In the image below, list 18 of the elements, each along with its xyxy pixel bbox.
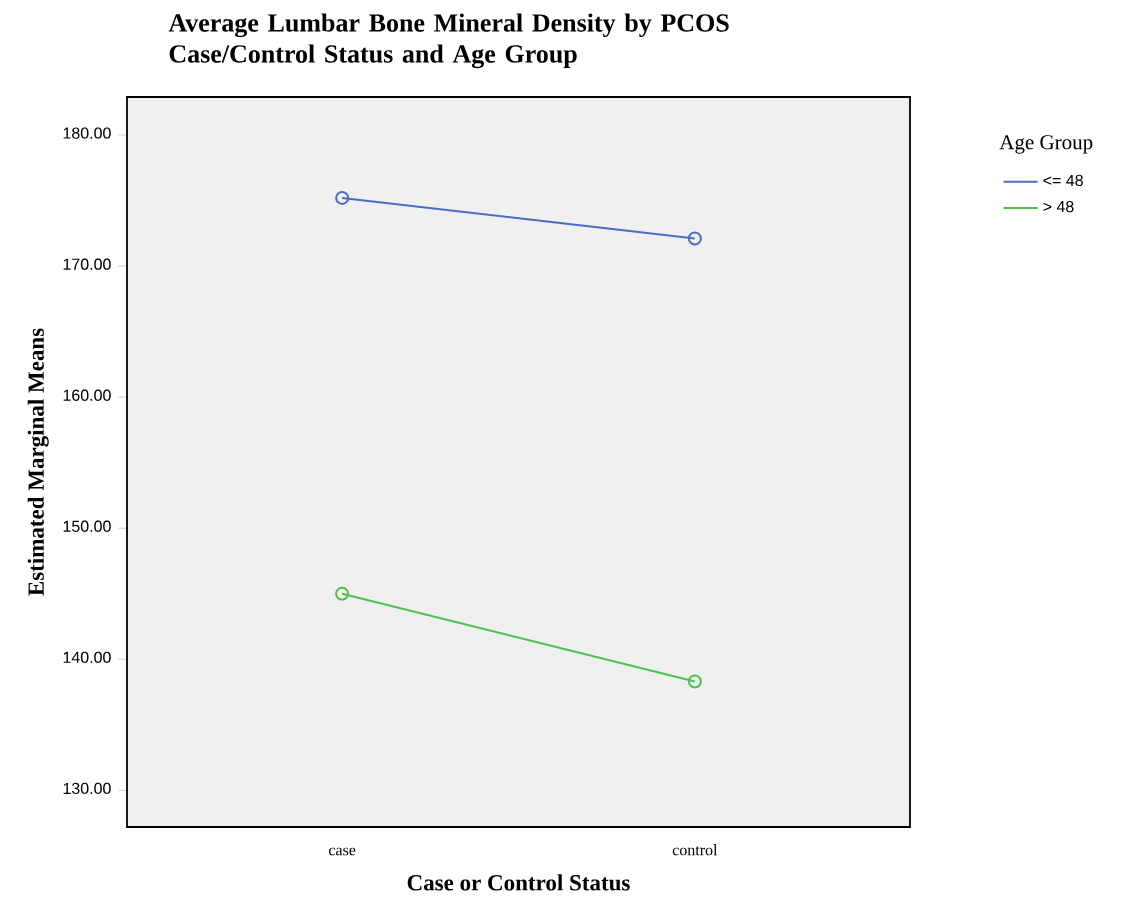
y-tick-label: 160.00 xyxy=(63,389,111,401)
x-axis-title: Case or Control Status xyxy=(407,874,630,891)
point xyxy=(335,586,350,601)
chart-title: Average Lumbar Bone Mineral Density by PCOS Case/Control Status and Age Group xyxy=(168,13,729,69)
point xyxy=(687,231,702,246)
point xyxy=(687,674,702,689)
y-axis-title: Estimated Marginal Means xyxy=(27,328,49,596)
legend-label: <= 48 xyxy=(1043,174,1083,187)
legend-title: Age Group xyxy=(999,135,1093,154)
x-tick-label: control xyxy=(672,844,718,856)
y-tick-label: 180.00 xyxy=(63,127,111,139)
y-tick-label: 140.00 xyxy=(63,651,111,663)
legend-label: > 48 xyxy=(1043,200,1074,213)
point xyxy=(335,190,350,205)
x-tick-label: case xyxy=(328,847,356,856)
y-tick-label: 150.00 xyxy=(63,520,111,532)
y-tick-label: 130.00 xyxy=(63,782,111,795)
y-tick-label: 170.00 xyxy=(63,258,111,270)
